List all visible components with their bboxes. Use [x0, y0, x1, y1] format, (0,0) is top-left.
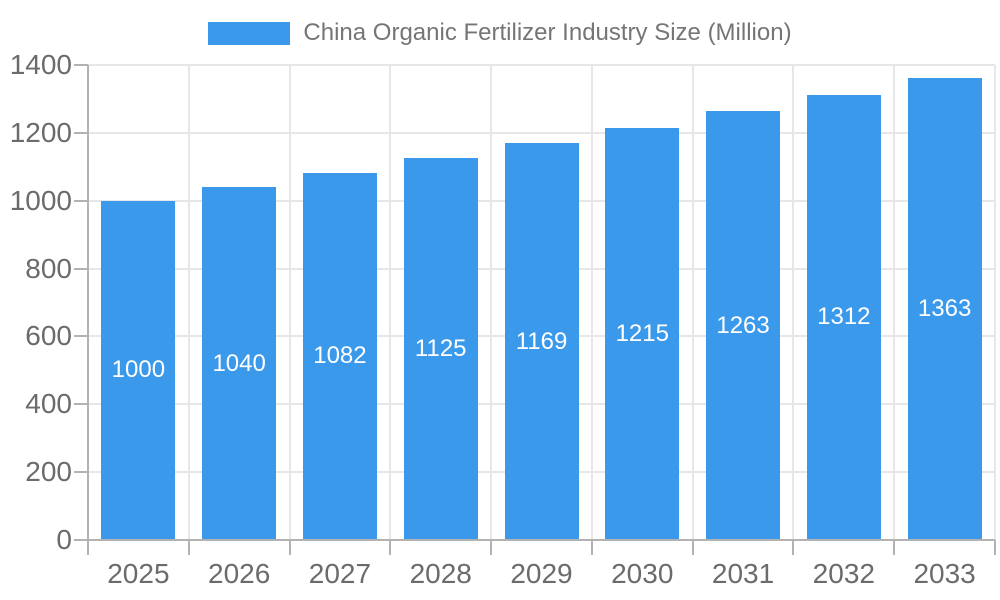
bar[interactable]: 1169 [504, 143, 579, 540]
vertical-gridline [490, 65, 493, 540]
y-axis-line [87, 65, 89, 540]
y-axis-tick-label: 800 [25, 252, 72, 284]
bar-value-label: 1363 [917, 294, 972, 322]
horizontal-gridline [88, 131, 995, 134]
y-axis-tick-label: 400 [25, 388, 72, 420]
x-axis-tick [288, 540, 291, 555]
legend-label: China Organic Fertilizer Industry Size (… [303, 19, 792, 46]
y-axis-tick-label: 1000 [9, 184, 72, 216]
x-axis-line [88, 539, 995, 541]
bar-value-label: 1169 [515, 327, 568, 355]
y-axis-tick-label: 1200 [9, 116, 72, 148]
x-axis-tick [792, 540, 795, 555]
x-axis-tick [590, 540, 593, 555]
x-axis-tick-label: 2028 [409, 558, 472, 589]
y-axis-tick-label: 200 [25, 456, 72, 488]
vertical-gridline [893, 65, 896, 540]
bar-value-label: 1312 [817, 303, 871, 331]
x-axis-tick [490, 540, 493, 555]
x-axis-tick [187, 540, 190, 555]
vertical-gridline [187, 65, 190, 540]
bar-value-label: 1263 [716, 311, 770, 339]
vertical-gridline [691, 65, 694, 540]
bar-value-label: 1082 [313, 342, 367, 370]
x-axis-tick-label: 2030 [611, 558, 674, 589]
vertical-gridline [792, 65, 795, 540]
x-axis-tick-label: 2029 [510, 558, 573, 589]
y-axis-tick-label: 0 [56, 524, 72, 555]
x-axis-tick-label: 2025 [107, 558, 170, 589]
y-axis-tick [74, 267, 88, 270]
y-axis-tick-label: 1400 [9, 49, 72, 80]
y-axis-tick-label: 600 [25, 320, 72, 352]
bar[interactable]: 1215 [605, 127, 680, 540]
x-axis-tick-label: 2033 [913, 558, 976, 589]
bar[interactable]: 1040 [202, 187, 277, 540]
bar[interactable]: 1082 [302, 172, 377, 540]
bar-value-label: 1125 [414, 335, 467, 363]
x-axis-tick-label: 2027 [308, 558, 372, 589]
x-axis-tick [994, 540, 996, 555]
bar[interactable]: 1263 [706, 111, 781, 540]
bar-value-label: 1000 [111, 356, 166, 384]
x-axis-tick [87, 540, 89, 555]
x-axis-tick [691, 540, 694, 555]
y-axis-tick [74, 539, 88, 541]
bar[interactable]: 1000 [101, 200, 176, 540]
chart-legend[interactable]: China Organic Fertilizer Industry Size (… [0, 20, 1000, 46]
y-axis-tick [74, 199, 88, 202]
bar[interactable]: 1363 [907, 77, 982, 540]
legend-swatch [208, 21, 291, 45]
bar-value-label: 1215 [615, 319, 669, 347]
vertical-gridline [389, 65, 392, 540]
y-axis-tick [74, 403, 88, 406]
x-axis-tick-label: 2026 [208, 558, 271, 589]
horizontal-gridline [88, 64, 995, 66]
y-axis-tick [74, 131, 88, 134]
vertical-gridline [994, 65, 996, 540]
x-axis-tick-label: 2032 [812, 558, 875, 589]
y-axis-tick [74, 471, 88, 474]
y-axis-tick [74, 335, 88, 338]
y-axis-tick [74, 64, 88, 66]
bar[interactable]: 1125 [403, 158, 478, 540]
x-axis-tick-label: 2031 [711, 558, 775, 589]
bar-value-label: 1040 [212, 349, 266, 377]
vertical-gridline [590, 65, 593, 540]
x-axis-tick [389, 540, 392, 555]
vertical-gridline [288, 65, 291, 540]
bar[interactable]: 1312 [806, 94, 881, 540]
x-axis-tick [893, 540, 896, 555]
